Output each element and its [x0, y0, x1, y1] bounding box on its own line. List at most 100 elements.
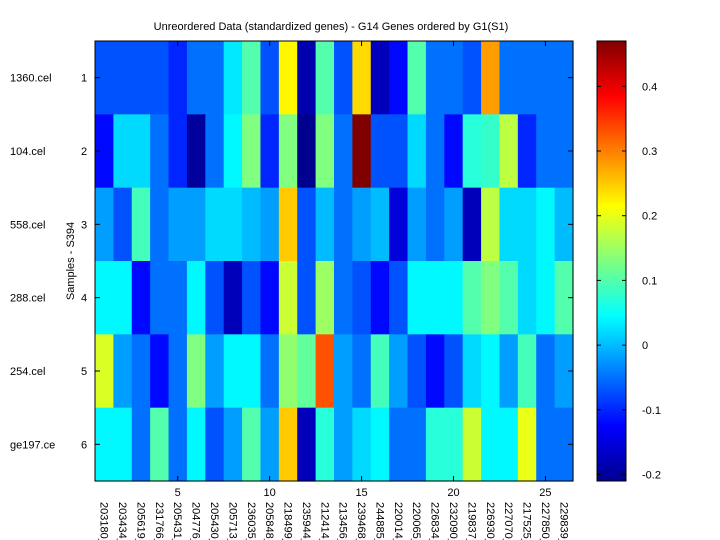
heatmap-cell	[113, 261, 133, 335]
y-axis-label: Samples - S394	[65, 222, 77, 300]
colorbar-tick-label: -0.1	[642, 405, 661, 417]
column-name-label: 220014_	[392, 502, 404, 540]
heatmap-cell	[444, 261, 464, 335]
heatmap-cell	[205, 334, 225, 409]
heatmap-cell	[536, 187, 556, 262]
colorbar-border	[596, 40, 627, 482]
heatmap-cell	[186, 407, 206, 482]
heatmap-cell	[242, 261, 262, 335]
heatmap-cell	[315, 261, 335, 335]
heatmap-cell	[481, 187, 501, 262]
heatmap-cell	[297, 334, 317, 409]
heatmap-cell	[370, 41, 390, 115]
heatmap-cell	[334, 261, 353, 335]
colorbar-tick-label: 0.2	[642, 211, 657, 223]
heatmap-cell	[425, 407, 445, 482]
heatmap-cell	[260, 261, 280, 335]
heatmap-cell	[113, 41, 133, 115]
heatmap-cell	[205, 114, 225, 189]
row-tick-label: 1	[81, 73, 87, 85]
heatmap-cell	[315, 187, 335, 262]
heatmap-cell	[517, 334, 537, 409]
heatmap-cell	[315, 41, 335, 115]
heatmap-cell	[462, 407, 482, 482]
heatmap-cell	[113, 187, 133, 262]
heatmap-cell	[242, 114, 262, 189]
heatmap-cell	[370, 261, 390, 335]
x-tick-label: 15	[355, 487, 367, 499]
heatmap-cell	[242, 407, 262, 482]
heatmap-cell	[425, 114, 445, 189]
heatmap-cell	[297, 114, 317, 189]
heatmap-cell	[223, 41, 243, 115]
heatmap-cell	[407, 41, 427, 115]
heatmap-cell	[205, 407, 225, 482]
column-name-label: 229839_	[557, 502, 569, 540]
heatmap-cell	[517, 41, 537, 115]
heatmap-cell	[131, 187, 151, 262]
heatmap-cell	[297, 187, 317, 262]
heatmap-cell	[407, 187, 427, 262]
heatmap-cell	[499, 407, 519, 482]
heatmap-cell	[444, 334, 464, 409]
heatmap-cell	[297, 407, 317, 482]
heatmap-cell	[168, 114, 188, 189]
column-name-label: 226834_	[429, 502, 441, 540]
heatmap-cell	[278, 407, 298, 482]
heatmap-cell	[242, 334, 262, 409]
heatmap-cell	[352, 41, 372, 115]
heatmap-cell	[407, 334, 427, 409]
heatmap-cell	[150, 41, 170, 115]
heatmap-cell	[278, 261, 298, 335]
heatmap-cell	[407, 407, 427, 482]
column-name-label: 220065_	[410, 502, 422, 540]
column-name-label: 235944_	[300, 502, 312, 540]
heatmap-cell	[334, 334, 353, 409]
heatmap-cell	[370, 334, 390, 409]
heatmap-cell	[260, 41, 280, 115]
heatmap-cell	[168, 41, 188, 115]
column-name-label: 218499_	[282, 502, 294, 540]
heatmap-cell	[186, 114, 206, 189]
x-tick-label: 20	[447, 487, 459, 499]
heatmap-cell	[242, 41, 262, 115]
heatmap-cell	[131, 261, 151, 335]
heatmap-cell	[205, 187, 225, 262]
row-name-label: 254.cel	[10, 366, 45, 378]
heatmap-cell	[536, 407, 556, 482]
heatmap-cell	[223, 187, 243, 262]
heatmap-cell	[499, 261, 519, 335]
heatmap-cell	[186, 41, 206, 115]
heatmap-cell	[425, 261, 445, 335]
row-name-label: 104.cel	[10, 146, 45, 158]
heatmap-cell	[462, 187, 482, 262]
heatmap-cell	[554, 334, 574, 409]
heatmap-cell	[334, 407, 353, 482]
column-name-label: 232090_	[447, 502, 459, 540]
heatmap-cell	[370, 187, 390, 262]
heatmap-cell	[481, 41, 501, 115]
heatmap-cell	[334, 187, 353, 262]
heatmap-cell	[352, 407, 372, 482]
heatmap-cell	[260, 187, 280, 262]
colorbar-tick-label: 0.4	[642, 81, 657, 93]
heatmap-cell	[95, 261, 114, 335]
column-name-label: 205713_	[226, 502, 238, 540]
heatmap-cell	[186, 187, 206, 262]
heatmap-cell	[462, 261, 482, 335]
column-name-label: 213456_	[337, 502, 349, 540]
row-tick-label: 6	[81, 439, 87, 451]
column-name-label: 236035_	[245, 502, 257, 540]
heatmap-cell	[352, 261, 372, 335]
column-name-label: 231766_	[153, 502, 165, 540]
heatmap-cell	[113, 407, 133, 482]
heatmap-cell	[536, 114, 556, 189]
heatmap-cell	[389, 187, 409, 262]
heatmap-cell	[352, 187, 372, 262]
heatmap-cell	[223, 407, 243, 482]
row-tick-label: 2	[81, 146, 87, 158]
heatmap-cell	[223, 114, 243, 189]
heatmap-cell	[150, 334, 170, 409]
heatmap-cell	[95, 334, 114, 409]
